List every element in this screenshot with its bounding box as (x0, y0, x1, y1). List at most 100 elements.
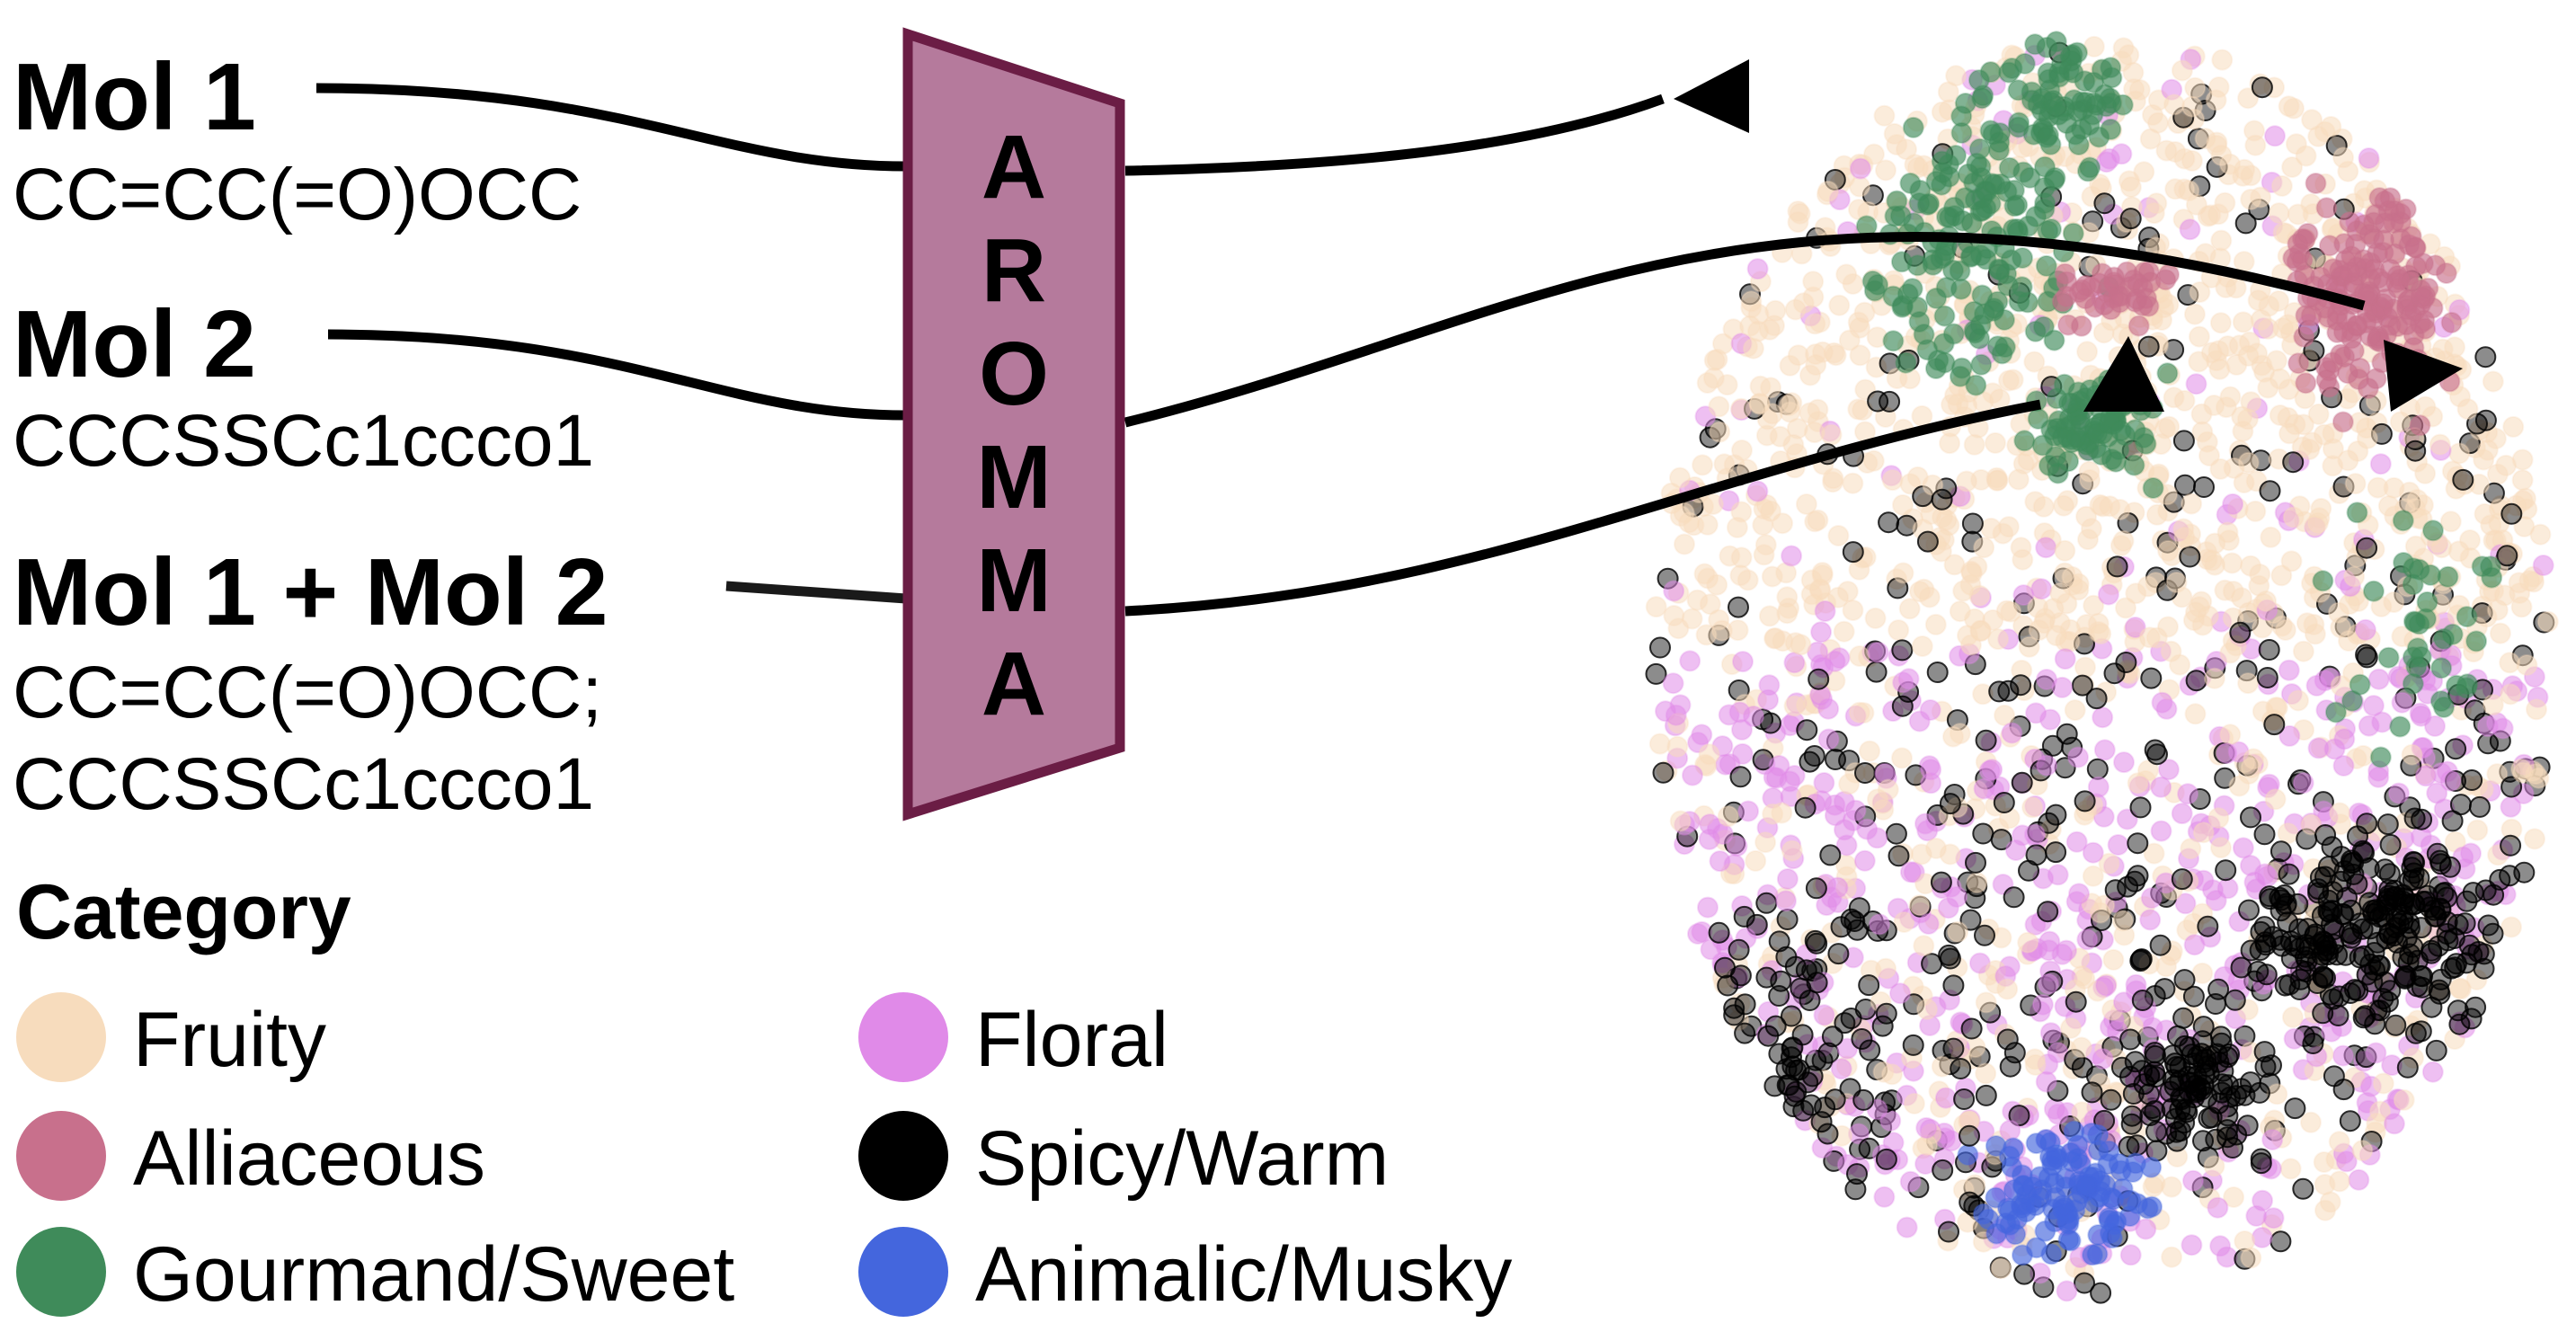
scatter-point (2092, 706, 2114, 729)
scatter-point (2257, 377, 2279, 399)
scatter-point (1891, 695, 1914, 717)
scatter-point (1884, 205, 1906, 227)
scatter-point (2342, 863, 2365, 885)
scatter-point (1926, 662, 1949, 683)
scatter-point (2532, 555, 2554, 576)
scatter-point (2056, 723, 2078, 745)
mix-name: Mol 1 + Mol 2 (13, 539, 608, 645)
scatter-point (2402, 936, 2424, 958)
scatter-point (2296, 222, 2319, 244)
scatter-point (2430, 657, 2453, 679)
scatter-point (1902, 116, 1924, 138)
scatter-point (2091, 58, 2113, 81)
scatter-point (2035, 537, 2057, 559)
scatter-point (2143, 202, 2165, 225)
scatter-point (2219, 724, 2242, 746)
scatter-point (2332, 755, 2355, 777)
scatter-point (2474, 409, 2497, 431)
scatter-point (1737, 800, 1760, 822)
scatter-point (2330, 343, 2351, 366)
scatter-point (1708, 395, 1730, 418)
scatter-point (2262, 1207, 2285, 1230)
scatter-point (2280, 550, 2303, 573)
scatter-point (2500, 795, 2522, 818)
scatter-point (2247, 289, 2270, 312)
scatter-point (1882, 330, 1905, 352)
mol1-arrowhead (1674, 59, 1749, 133)
scatter-point (2192, 821, 2215, 844)
scatter-point (2374, 212, 2396, 235)
scatter-point (1728, 596, 1749, 618)
legend-swatch-alliaceous (16, 1111, 106, 1201)
scatter-point (1756, 884, 1779, 906)
scatter-point (2067, 134, 2090, 155)
scatter-point (2068, 883, 2090, 905)
scatter-point (2333, 728, 2356, 750)
scatter-point (2173, 147, 2196, 170)
scatter-point (1820, 423, 1843, 446)
scatter-point (2018, 859, 2039, 882)
scatter-point (1983, 297, 2005, 320)
scatter-point (2181, 95, 2203, 118)
scatter-point (2468, 795, 2491, 818)
scatter-point (2119, 1028, 2142, 1051)
scatter-point (2123, 454, 2145, 476)
scatter-point (1925, 287, 1948, 309)
scatter-point (1927, 349, 1950, 371)
scatter-point (1952, 1178, 1975, 1201)
scatter-point (2385, 1014, 2407, 1036)
scatter-point (1902, 1034, 1924, 1056)
scatter-point (1768, 755, 1790, 777)
scatter-point (2040, 1243, 2063, 1265)
scatter-point (2076, 160, 2099, 182)
scatter-point (2054, 539, 2076, 562)
scatter-point (1682, 764, 1703, 786)
scatter-point (1824, 1088, 1846, 1111)
scatter-point (2190, 403, 2213, 425)
scatter-point (1848, 701, 1870, 724)
scatter-point (2119, 208, 2142, 230)
scatter-point (2421, 996, 2443, 1018)
scatter-point (1899, 1170, 1922, 1193)
scatter-point (2351, 1140, 2374, 1162)
scatter-point (1959, 245, 1982, 268)
scatter-point (2003, 886, 2025, 909)
scatter-point (2278, 95, 2300, 118)
scatter-point (1728, 938, 1750, 961)
scatter-point (2278, 422, 2301, 445)
scatter-point (1886, 368, 1908, 389)
scatter-point (2166, 1146, 2189, 1168)
scatter-point (1755, 892, 1778, 914)
scatter-point (2090, 1282, 2112, 1304)
scatter-point (1830, 1058, 1852, 1080)
scatter-point (2103, 662, 2126, 685)
scatter-point (2140, 667, 2163, 689)
scatter-point (2180, 838, 2202, 860)
scatter-point (2259, 480, 2281, 502)
scatter-point (2292, 772, 2314, 795)
scatter-point (2322, 438, 2344, 460)
scatter-point (2216, 742, 2238, 765)
scatter-point (2372, 1072, 2394, 1095)
scatter-point (2219, 386, 2242, 408)
scatter-point (1848, 645, 1870, 667)
scatter-point (1833, 620, 1855, 643)
scatter-point (2426, 842, 2448, 865)
scatter-point (2320, 116, 2342, 138)
scatter-point (2410, 1020, 2432, 1043)
scatter-point (1856, 818, 1879, 840)
scatter-point (2001, 722, 2023, 744)
scatter-point (2332, 1044, 2354, 1067)
scatter-point (2119, 1244, 2142, 1266)
scatter-point (1746, 258, 1769, 280)
scatter-point (1847, 311, 1870, 333)
scatter-point (1946, 885, 1968, 908)
legend-swatch-spicy-warm (858, 1111, 948, 1201)
scatter-point (2087, 776, 2110, 798)
scatter-point (1759, 500, 1781, 522)
scatter-point (1956, 470, 1977, 493)
scatter-point (2210, 144, 2233, 166)
scatter-point (2313, 423, 2335, 446)
scatter-point (1729, 766, 1752, 788)
scatter-point (1775, 890, 1797, 912)
